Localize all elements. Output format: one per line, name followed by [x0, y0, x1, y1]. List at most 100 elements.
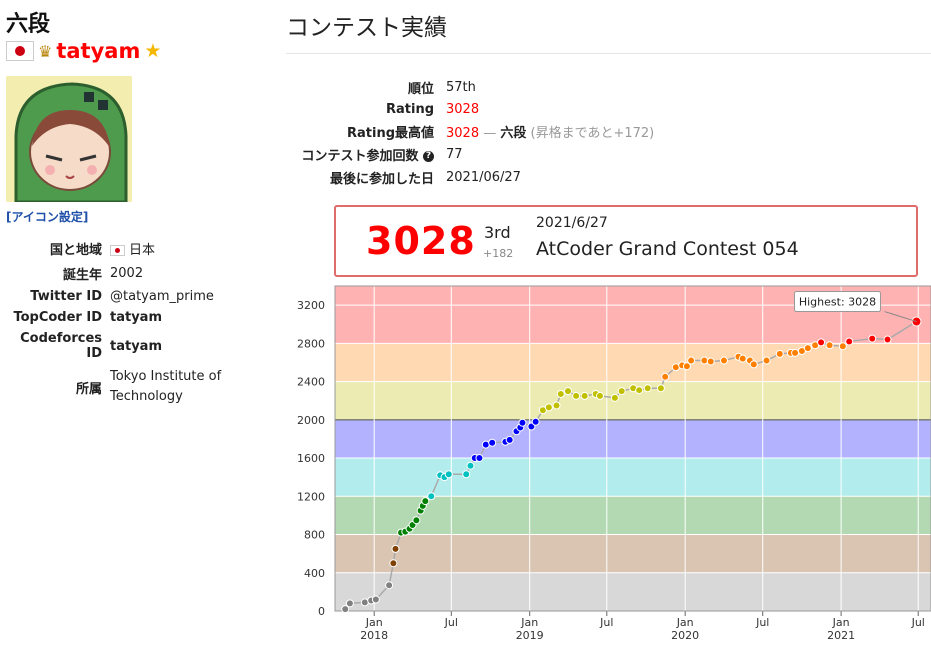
x-tick-year-label: 2021: [827, 629, 855, 642]
rating-point: [391, 544, 400, 553]
rating-point: [838, 342, 847, 351]
rating-point: [803, 344, 812, 353]
japan-flag-icon: [110, 245, 125, 256]
info-key: Twitter ID: [30, 289, 102, 304]
rating-point: [791, 348, 800, 357]
x-tick-label: Jul: [599, 616, 613, 629]
info-key: 所属: [75, 381, 102, 397]
info-row-codeforces: Codeforces ID tatyam: [6, 328, 266, 364]
info-row-birth-year: 誕生年 2002: [6, 261, 266, 286]
rating-point: [738, 354, 747, 363]
info-row-affiliation: 所属 Tokyo Institute of Technology: [6, 364, 266, 410]
rating-band: [335, 534, 931, 573]
rating-point: [610, 393, 619, 402]
rating-band: [335, 572, 931, 611]
latest-rating: 3028: [366, 219, 476, 263]
info-value: 2002: [110, 266, 144, 281]
icon-settings-link[interactable]: [アイコン設定]: [6, 210, 89, 224]
rating-band: [335, 419, 931, 459]
x-tick-year-label: 2019: [516, 629, 544, 642]
last-value: 2021/06/27: [446, 170, 521, 185]
rating-point: [656, 384, 665, 393]
rating-point: [345, 599, 354, 608]
y-tick-label: 3200: [297, 299, 325, 312]
latest-contest-date: 2021/6/27: [536, 215, 608, 231]
rank-value: 57th: [446, 80, 476, 95]
rating-point: [564, 387, 573, 396]
help-icon[interactable]: ?: [423, 151, 434, 162]
rating-point: [475, 454, 484, 463]
rating-point: [444, 470, 453, 479]
x-tick-label: Jan: [832, 616, 850, 629]
tooltip-text: Highest: 3028: [799, 296, 876, 309]
rank-label: 順位: [407, 82, 434, 97]
y-tick-label: 2000: [297, 414, 325, 427]
rating-point: [341, 605, 350, 614]
rating-point: [617, 387, 626, 396]
rating-value: 3028: [446, 102, 480, 117]
rating-point: [817, 338, 826, 347]
rating-point: [518, 418, 527, 427]
rating-point: [706, 357, 715, 366]
info-key: 誕生年: [62, 268, 102, 283]
y-tick-label: 400: [304, 567, 325, 580]
rating-point: [719, 356, 728, 365]
codeforces-link[interactable]: tatyam: [110, 338, 162, 354]
divider: [286, 53, 931, 54]
highest-value: 3028: [446, 126, 480, 141]
rating-point: [462, 470, 471, 479]
rank-title: 六段: [6, 12, 51, 37]
rating-point: [762, 356, 771, 365]
y-tick-label: 1600: [297, 452, 325, 465]
y-tick-label: 800: [304, 529, 325, 542]
x-tick-label: Jul: [444, 616, 458, 629]
profile-info-table: 国と地域 日本 誕生年 2002 Twitter ID @tatyam_prim…: [6, 236, 266, 410]
x-tick-label: Jan: [520, 616, 538, 629]
stats-table: 順位 57th Rating 3028 Rating最高値 3028 — 六段 …: [278, 76, 660, 189]
info-key: TopCoder ID: [13, 310, 102, 325]
rating-band: [335, 496, 931, 535]
latest-contest-name[interactable]: AtCoder Grand Contest 054: [536, 238, 799, 260]
plot-frame: [334, 285, 931, 612]
promotion-note: (昇格まであと+172): [530, 126, 655, 141]
info-row-country: 国と地域 日本: [6, 236, 266, 261]
username[interactable]: tatyam: [56, 39, 141, 63]
page-title: コンテスト実績: [286, 15, 447, 41]
latest-contest-card: 3028 3rd +182 2021/6/27 AtCoder Grand Co…: [334, 205, 918, 277]
y-tick-label: 2400: [297, 376, 325, 389]
rating-point: [505, 435, 514, 444]
latest-place: 3rd: [484, 223, 511, 242]
user-row: ♛ tatyam ★: [6, 38, 161, 64]
crown-icon: ♛: [38, 41, 53, 61]
y-tick-label: 2800: [297, 337, 325, 350]
separator: —: [479, 126, 501, 141]
rating-chart[interactable]: 0400800120016002000240028003200Jan2018Ju…: [280, 283, 931, 645]
rating-point: [572, 391, 581, 400]
rating-label: Rating: [385, 102, 434, 117]
rating-point: [421, 497, 430, 506]
topcoder-link[interactable]: tatyam: [110, 310, 162, 325]
rating-point: [488, 438, 497, 447]
rating-point: [868, 334, 877, 343]
rating-point: [749, 360, 758, 369]
rating-point: [687, 356, 696, 365]
rating-point: [643, 384, 652, 393]
info-key: 国と地域: [49, 243, 102, 258]
avatar: [6, 76, 132, 202]
rating-band: [335, 343, 931, 382]
x-tick-year-label: 2018: [360, 629, 388, 642]
y-tick-label: 1200: [297, 490, 325, 503]
x-tick-label: Jan: [365, 616, 383, 629]
rating-point: [427, 492, 436, 501]
count-value: 77: [446, 147, 463, 162]
rating-point: [682, 362, 691, 371]
rating-point: [371, 595, 380, 604]
info-value: Tokyo Institute of Technology: [110, 369, 222, 404]
highest-grade: 六段: [500, 126, 527, 141]
rating-point: [661, 372, 670, 381]
rating-point: [595, 391, 604, 400]
twitter-link[interactable]: @tatyam_prime: [110, 289, 214, 304]
rating-point: [552, 401, 561, 410]
rating-point: [556, 390, 565, 399]
rating-point: [385, 581, 394, 590]
